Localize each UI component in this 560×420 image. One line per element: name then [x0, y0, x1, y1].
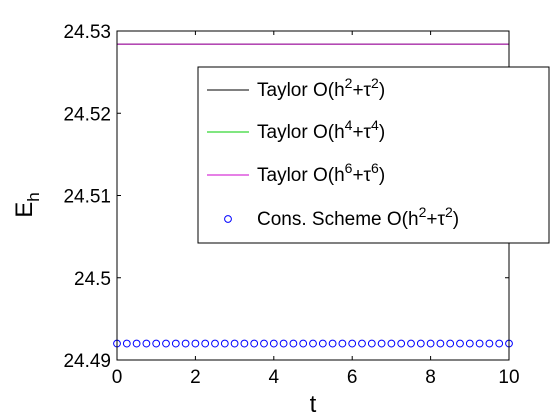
series-marker-cons	[220, 339, 229, 348]
series-marker-cons	[426, 339, 435, 348]
series-marker-cons	[181, 339, 190, 348]
series-marker-cons	[485, 339, 494, 348]
legend-label-taylor2: Taylor O(h2+τ2)	[257, 75, 385, 101]
series-marker-cons	[250, 339, 259, 348]
series-marker-cons	[328, 339, 337, 348]
series-marker-cons	[299, 339, 308, 348]
series-marker-cons	[397, 339, 406, 348]
x-tick-label: 0	[112, 367, 123, 388]
series-marker-cons	[495, 339, 504, 348]
y-axis-label: Eh	[11, 192, 43, 217]
legend-swatch-cons	[224, 215, 232, 223]
series-marker-cons	[289, 339, 298, 348]
series-marker-cons	[318, 339, 327, 348]
series-marker-cons	[211, 339, 219, 348]
y-tick-label: 24.51	[63, 187, 111, 208]
y-tick-label: 24.53	[63, 22, 111, 43]
tick-layer: 0 2 4 6 8 10 24.49 24.5 24.51 24.52 24.53	[63, 22, 519, 388]
series-marker-cons	[367, 339, 376, 348]
series-marker-cons	[407, 339, 415, 348]
series-marker-cons	[456, 339, 464, 348]
series-marker-cons	[348, 339, 357, 348]
series-marker-cons	[387, 339, 396, 348]
x-tick-label: 2	[190, 367, 201, 388]
series-marker-cons	[122, 339, 131, 348]
series-marker-cons	[142, 339, 151, 348]
series-marker-cons	[446, 339, 455, 348]
series-marker-cons	[377, 339, 386, 348]
legend-box	[197, 66, 550, 244]
series-marker-cons	[162, 339, 170, 348]
series-marker-cons	[416, 339, 425, 348]
x-tick-label: 8	[425, 367, 436, 388]
series-marker-cons	[260, 339, 268, 348]
x-tick-label: 4	[269, 367, 280, 388]
series-marker-cons	[338, 339, 347, 348]
series-marker-cons	[475, 339, 484, 348]
legend-label-taylor6: Taylor O(h6+τ6)	[257, 160, 385, 186]
x-tick-label: 6	[347, 367, 358, 388]
series-marker-cons	[279, 339, 288, 348]
series-marker-cons	[465, 339, 474, 348]
series-marker-cons	[269, 339, 278, 348]
series-marker-cons	[436, 339, 445, 348]
series-marker-cons	[358, 339, 366, 348]
y-tick-label: 24.49	[63, 351, 111, 372]
legend: Taylor O(h2+τ2) Taylor O(h4+τ4) Taylor O(h…	[197, 66, 550, 244]
series-marker-cons	[309, 339, 317, 348]
y-tick-label: 24.52	[63, 104, 111, 125]
y-axis-label-sub: h	[24, 192, 43, 201]
series-marker-cons	[240, 339, 249, 348]
series-marker-cons	[132, 339, 141, 348]
series-marker-cons	[152, 339, 161, 348]
y-axis-label-base: E	[11, 202, 38, 218]
series-marker-cons	[201, 339, 210, 348]
legend-label-taylor4: Taylor O(h4+τ4)	[257, 117, 385, 143]
x-axis-label: t	[310, 391, 317, 418]
series-marker-cons	[171, 339, 180, 348]
series-marker-cons	[191, 339, 200, 348]
legend-label-cons: Cons. Scheme O(h2+τ2)	[257, 204, 459, 230]
y-tick-label: 24.5	[74, 269, 111, 290]
x-tick-label: 10	[498, 367, 519, 388]
series-marker-cons	[230, 339, 239, 348]
